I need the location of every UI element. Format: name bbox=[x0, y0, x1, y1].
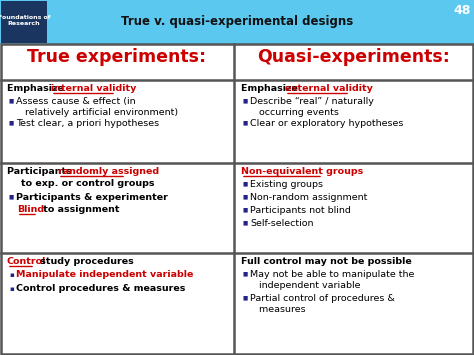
Text: Participants not blind: Participants not blind bbox=[250, 206, 351, 215]
Text: Foundations of
Research: Foundations of Research bbox=[0, 15, 50, 26]
Text: ■: ■ bbox=[243, 208, 248, 213]
Text: ▪: ▪ bbox=[9, 272, 14, 278]
Text: Emphasize: Emphasize bbox=[241, 84, 301, 93]
Text: Participants & experimenter: Participants & experimenter bbox=[16, 193, 168, 202]
Bar bbox=[1, 1, 47, 43]
Text: Existing groups: Existing groups bbox=[250, 180, 323, 189]
Text: Assess cause & effect (in
   relatively artificial environment): Assess cause & effect (in relatively art… bbox=[16, 97, 178, 118]
Text: Test clear, a priori hypotheses: Test clear, a priori hypotheses bbox=[16, 119, 159, 128]
Text: ■: ■ bbox=[243, 120, 248, 126]
Text: internal validity: internal validity bbox=[51, 84, 137, 93]
Text: ■: ■ bbox=[243, 98, 248, 104]
Text: 48: 48 bbox=[454, 4, 471, 17]
Text: Control procedures & measures: Control procedures & measures bbox=[16, 284, 185, 293]
Text: Full control may not be possible: Full control may not be possible bbox=[241, 257, 412, 266]
Text: ■: ■ bbox=[9, 98, 14, 104]
Text: ▪: ▪ bbox=[9, 286, 14, 292]
Text: Blind: Blind bbox=[17, 205, 44, 214]
Text: Control: Control bbox=[7, 257, 46, 266]
Text: Self-selection: Self-selection bbox=[250, 219, 313, 228]
Text: Non-random assignment: Non-random assignment bbox=[250, 193, 367, 202]
Text: to exp. or control groups: to exp. or control groups bbox=[21, 179, 155, 188]
Text: Emphasize: Emphasize bbox=[7, 84, 67, 93]
Text: Describe “real” / naturally
   occurring events: Describe “real” / naturally occurring ev… bbox=[250, 97, 374, 118]
Text: ■: ■ bbox=[243, 195, 248, 200]
Text: May not be able to manipulate the
   independent variable: May not be able to manipulate the indepe… bbox=[250, 270, 414, 290]
Text: external validity: external validity bbox=[285, 84, 373, 93]
Text: True v. quasi-experimental designs: True v. quasi-experimental designs bbox=[121, 16, 353, 28]
Text: ■: ■ bbox=[243, 181, 248, 186]
Text: ■: ■ bbox=[243, 295, 248, 300]
Text: ■: ■ bbox=[9, 195, 14, 200]
Text: study procedures: study procedures bbox=[37, 257, 134, 266]
Text: ■: ■ bbox=[243, 220, 248, 225]
Text: to assignment: to assignment bbox=[40, 205, 119, 214]
Text: True experiments:: True experiments: bbox=[27, 48, 207, 66]
Text: Clear or exploratory hypotheses: Clear or exploratory hypotheses bbox=[250, 119, 403, 128]
Text: ■: ■ bbox=[243, 272, 248, 277]
Text: ■: ■ bbox=[9, 120, 14, 126]
Text: Manipulate independent variable: Manipulate independent variable bbox=[16, 270, 193, 279]
Text: randomly assigned: randomly assigned bbox=[58, 167, 159, 176]
Bar bbox=[0, 0, 474, 44]
Text: Quasi-experiments:: Quasi-experiments: bbox=[257, 48, 450, 66]
Text: Partial control of procedures &
   measures: Partial control of procedures & measures bbox=[250, 294, 395, 315]
Bar bbox=[1, 44, 473, 354]
Text: Non-equivalent groups: Non-equivalent groups bbox=[241, 167, 363, 176]
Text: Participants: Participants bbox=[7, 167, 75, 176]
